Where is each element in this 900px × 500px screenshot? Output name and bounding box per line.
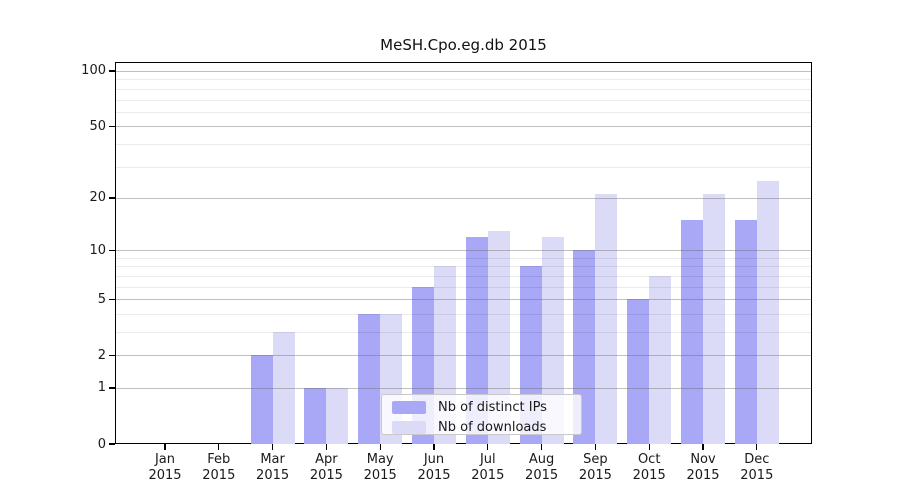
x-axis-tick-label: Apr 2015 [309,452,343,483]
bar-downloads [541,236,564,444]
y-axis-tick-label: 10 [89,242,106,258]
x-axis-tick-label: Sep 2015 [578,452,612,483]
bar-distinct-ips [734,219,757,444]
gridline-minor [116,332,811,333]
x-axis-tick-label: Jan 2015 [148,452,182,483]
y-axis-tick-label: 2 [97,347,106,363]
gridline-minor [116,88,811,90]
legend: Nb of distinct IPs Nb of downloads [381,394,582,435]
x-axis-tick-label: Dec 2015 [740,452,774,483]
y-axis-tick-label: 5 [97,291,106,307]
x-axis-tick [272,444,274,450]
x-axis-tick [433,444,435,450]
x-axis-tick-label: Feb 2015 [202,452,236,483]
legend-swatch-distinct-ips [392,401,426,415]
bar-distinct-ips [681,219,703,444]
gridline-minor [116,275,811,277]
y-axis-tick-label: 100 [81,63,106,79]
legend-swatch-downloads [392,420,426,434]
x-axis-tick-label: Aug 2015 [525,452,559,483]
y-axis-tick-label: 20 [89,190,106,206]
x-axis-tick [648,444,650,450]
bar-distinct-ips [304,387,327,444]
gridline-major [116,250,811,252]
gridline-major [116,71,811,72]
bar-downloads [649,275,672,444]
x-axis-tick-label: May 2015 [363,452,397,483]
legend-label-distinct-ips: Nb of distinct IPs [438,400,547,416]
x-axis-tick [487,444,489,450]
x-axis-tick [379,444,381,450]
y-axis-tick [109,125,115,127]
x-axis-tick-label: Jun 2015 [417,452,451,483]
gridline-minor [116,286,811,288]
gridline-minor [116,79,811,81]
gridline-major [116,197,811,199]
y-axis-tick-label: 50 [89,118,106,134]
bar-downloads [703,194,725,444]
x-axis-tick [325,444,327,450]
gridline-minor [116,257,811,259]
bar-downloads [595,194,618,444]
gridline-major [116,299,811,301]
legend-item-distinct-ips: Nb of distinct IPs [392,400,581,416]
y-axis-tick-label: 1 [97,380,106,396]
x-axis-tick [594,444,596,450]
bar-downloads [756,180,779,444]
x-axis-tick [164,444,166,450]
x-axis-tick-label: Jul 2015 [471,452,505,483]
gridline-minor [116,143,811,145]
legend-label-downloads: Nb of downloads [438,419,547,435]
y-axis-tick-label: 0 [97,436,106,452]
gridline-minor [116,111,811,113]
y-axis-tick [109,70,115,72]
x-axis-tick [541,444,543,450]
gridline-minor [116,313,811,315]
y-axis-tick [109,443,115,445]
bar-downloads [272,331,295,444]
bar-distinct-ips [465,236,488,444]
x-axis-tick [756,444,758,450]
gridline-major [116,355,811,357]
x-axis-tick [702,444,704,450]
chart-title: MeSH.Cpo.eg.db 2015 [380,36,547,54]
y-axis-tick [109,298,115,300]
legend-item-downloads: Nb of downloads [392,420,581,436]
x-axis-tick-label: Mar 2015 [256,452,290,483]
bar-downloads [326,387,349,444]
bar-distinct-ips [358,313,381,444]
y-axis-tick [109,354,115,356]
x-axis-tick [218,444,220,450]
y-axis-tick [109,249,115,251]
gridline-major [116,126,811,128]
x-axis-tick-label: Nov 2015 [686,452,720,483]
y-axis-tick [109,197,115,199]
bar-distinct-ips [250,355,273,444]
y-axis-tick [109,387,115,389]
gridline-minor [116,166,811,168]
gridline-minor [116,99,811,101]
bar-distinct-ips [627,299,650,444]
bar-downloads [487,230,510,444]
x-axis-tick-label: Oct 2015 [632,452,666,483]
gridline-minor [116,266,811,268]
gridline-major [116,388,811,389]
